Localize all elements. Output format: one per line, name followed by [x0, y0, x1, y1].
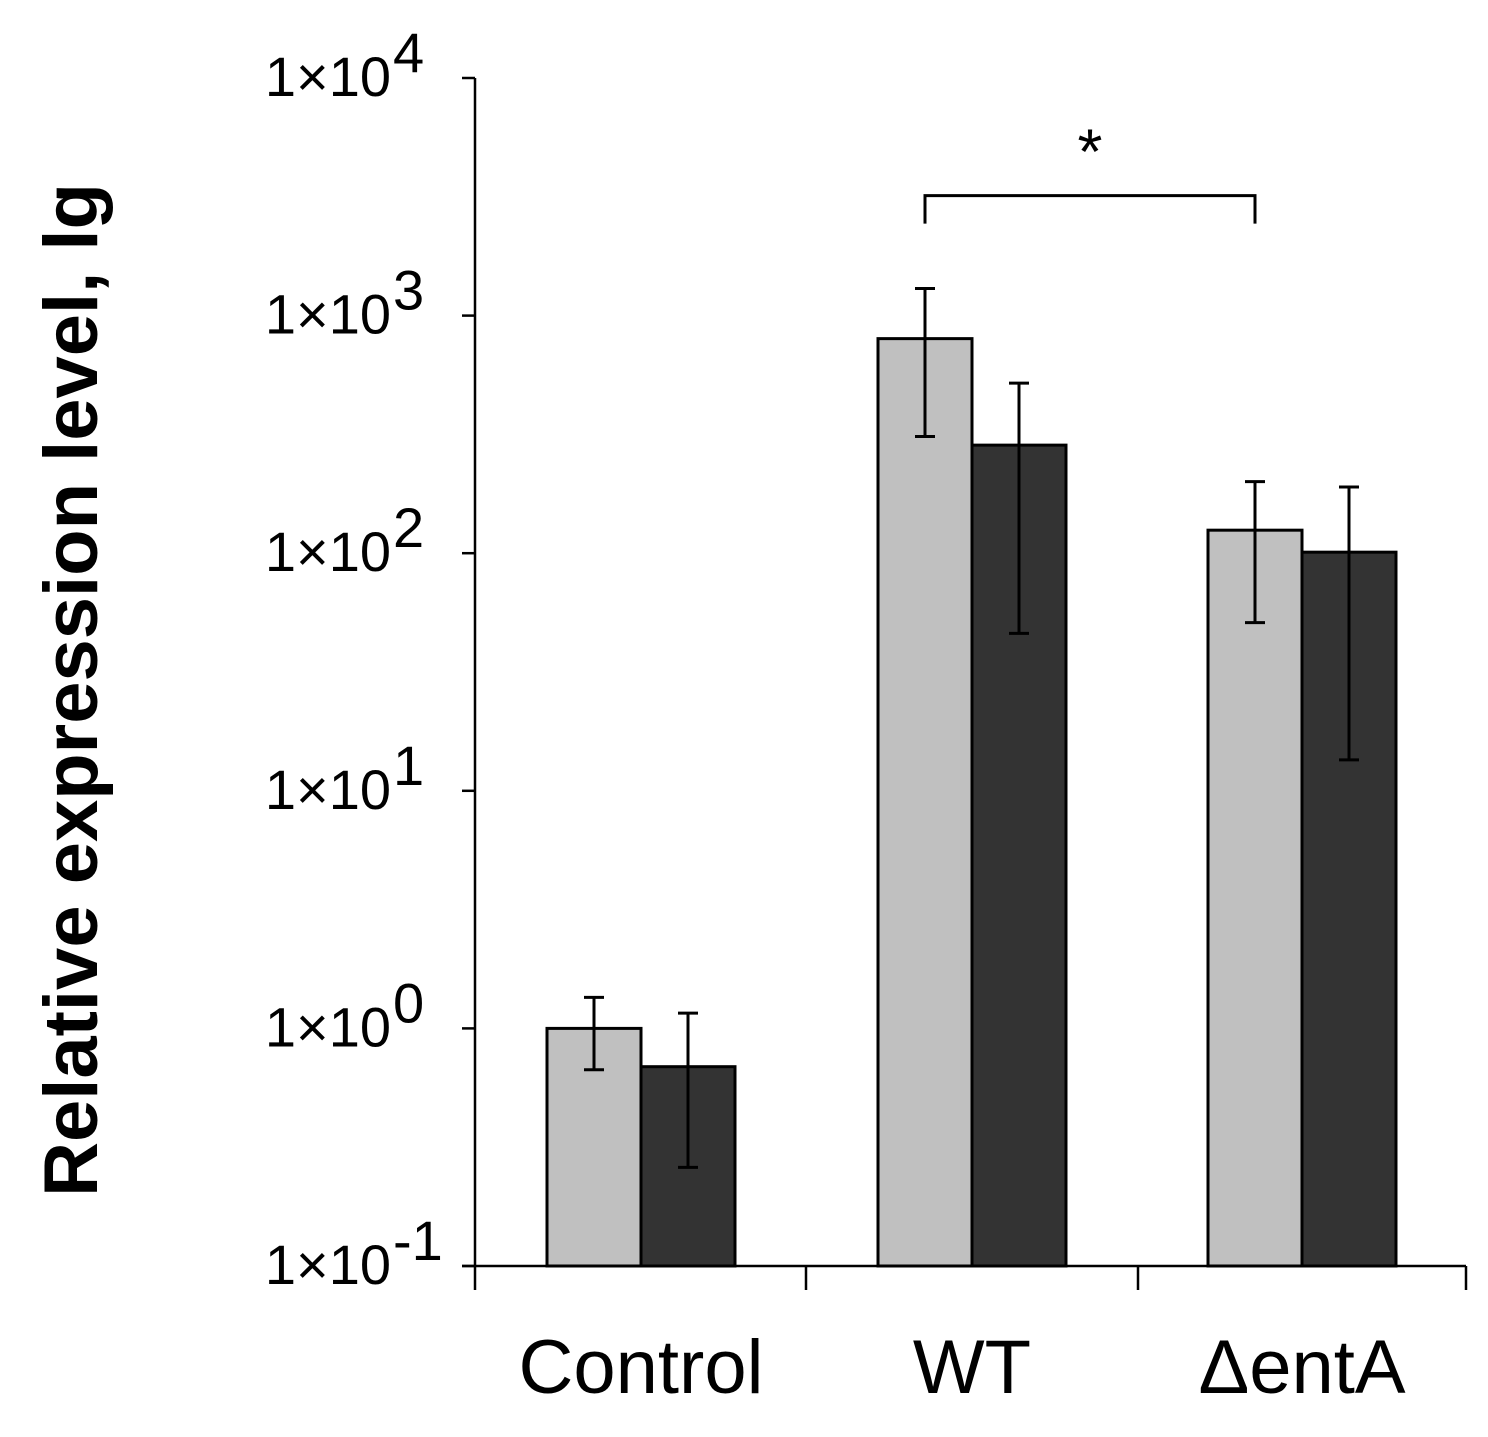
y-tick-label: 1×10: [265, 995, 391, 1058]
error-bar: [678, 1011, 698, 1169]
significance-annotations: *: [923, 116, 1257, 224]
error-bar: [584, 995, 604, 1072]
significance-star: *: [1078, 116, 1103, 188]
y-tick-exponent: 4: [393, 21, 424, 84]
y-tick-label: 1×10: [265, 1233, 391, 1296]
y-tick-exponent: 2: [393, 496, 424, 559]
error-bar: [1009, 381, 1029, 635]
y-axis-title: Relative expression level, lg: [29, 183, 114, 1197]
bar-enta-series-1: [1206, 528, 1304, 1268]
x-tick-label: ΔentA: [1198, 1325, 1405, 1410]
error-bar: [1245, 480, 1265, 625]
significance-bracket: [923, 194, 1257, 224]
y-tick-label: 1×10: [265, 758, 391, 821]
bar-wt-series-1: [876, 337, 974, 1268]
x-tick-labels: Control WT ΔentA: [519, 1325, 1406, 1410]
y-axis-title-group: Relative expression level, lg: [29, 183, 114, 1197]
error-bar: [1339, 485, 1359, 762]
x-tick-label: WT: [913, 1325, 1031, 1410]
y-tick-exponent: 1: [393, 734, 424, 797]
y-tick-exponent: 3: [393, 259, 424, 322]
y-tick-exponent: -1: [393, 1209, 443, 1272]
error-bar: [915, 287, 935, 438]
y-tick-exponent: 0: [393, 971, 424, 1034]
y-ticks: 1×10 -11×10 01×10 11×10 21×10 31×10 4: [265, 21, 475, 1296]
x-tick-label: Control: [519, 1325, 764, 1410]
y-tick-label: 1×10: [265, 283, 391, 346]
y-tick-label: 1×10: [265, 45, 391, 108]
y-tick-label: 1×10: [265, 520, 391, 583]
bars: [545, 337, 1398, 1268]
error-bars: [584, 287, 1359, 1169]
